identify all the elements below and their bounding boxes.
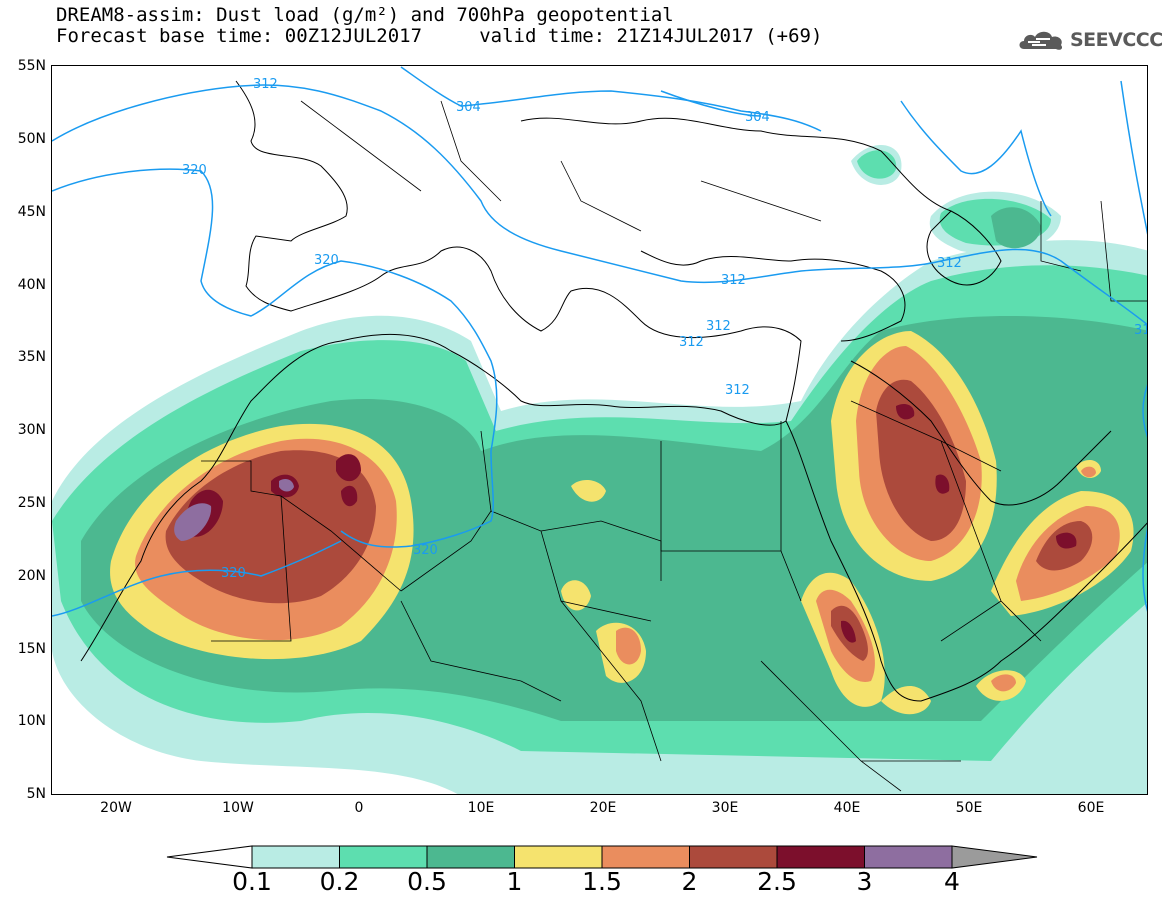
map-subtitle: Forecast base time: 00Z12JUL2017 valid t… (56, 25, 823, 47)
map-canvas: 312 304 304 320 320 320 320 312 312 312 … (52, 66, 1148, 794)
contour-label: 312 (253, 77, 278, 92)
colorbar-label-0.1: 0.1 (232, 867, 272, 896)
seevccc-logo: SEEVCCC (1016, 26, 1163, 54)
lon-label-50e: 50E (955, 800, 983, 816)
lat-label-55n: 55N (17, 58, 46, 74)
lat-label-15n: 15N (17, 641, 46, 657)
lat-label-20n: 20N (17, 568, 46, 584)
contour-label: 304 (745, 110, 770, 125)
colorbar-label-1: 1 (506, 867, 523, 896)
colorbar-swatch (689, 845, 778, 869)
dust-band-3 (174, 479, 294, 541)
lon-label-10w: 10W (222, 800, 254, 816)
contour-label: 304 (456, 100, 481, 115)
lat-label-50n: 50N (17, 131, 46, 147)
lon-label-0: 0 (354, 800, 364, 816)
contour-labels: 312 304 304 320 320 320 320 312 312 312 … (182, 77, 1148, 581)
colorbar-label-2.5: 2.5 (757, 867, 797, 896)
contour-label: 312 (679, 335, 704, 350)
contour-label: 312 (937, 256, 962, 271)
lat-label-30n: 30N (17, 422, 46, 438)
contour-label: 312 (706, 319, 731, 334)
lon-label-40e: 40E (833, 800, 861, 816)
colorbar-label-3: 3 (856, 867, 873, 896)
colorbar-label-1.5: 1.5 (582, 867, 622, 896)
colorbar-swatches (166, 845, 1038, 869)
contour-label: 312 (725, 383, 750, 398)
geopotential-contours (52, 66, 1147, 617)
colorbar-label-2: 2 (681, 867, 698, 896)
lon-label-30e: 30E (711, 800, 739, 816)
colorbar-arrow-low (166, 845, 253, 869)
colorbar-swatch (339, 845, 428, 869)
lat-label-5n: 5N (26, 786, 46, 802)
map-title: DREAM8-assim: Dust load (g/m²) and 700hP… (56, 4, 674, 26)
lon-label-10e: 10E (467, 800, 495, 816)
contour-label: 320 (413, 543, 438, 558)
contour-label: 31 (1134, 323, 1148, 338)
colorbar-swatch (776, 845, 865, 869)
colorbar-swatch (514, 845, 603, 869)
lon-label-20e: 20E (589, 800, 617, 816)
contour-label: 312 (721, 273, 746, 288)
colorbar-arrow-high (951, 845, 1038, 869)
colorbar-label-4: 4 (944, 867, 960, 896)
dust-load-map: 312 304 304 320 320 320 320 312 312 312 … (51, 65, 1148, 795)
contour-label: 320 (182, 163, 207, 178)
colorbar-label-0.2: 0.2 (319, 867, 360, 896)
colorbar (166, 845, 1038, 869)
colorbar-swatch (251, 845, 340, 869)
coastlines (80, 80, 1147, 702)
colorbar-label-0.5: 0.5 (407, 867, 447, 896)
lon-label-60e: 60E (1077, 800, 1105, 816)
lat-label-35n: 35N (17, 349, 46, 365)
colorbar-swatch (426, 845, 515, 869)
logo-text: SEEVCCC (1070, 29, 1163, 51)
lat-label-40n: 40N (17, 277, 46, 293)
country-borders (201, 100, 1147, 792)
dust-band-2 (165, 379, 1093, 661)
colorbar-swatch (864, 845, 953, 869)
colorbar-swatch (601, 845, 690, 869)
lat-label-25n: 25N (17, 495, 46, 511)
cloud-icon (1019, 31, 1063, 50)
contour-label: 320 (221, 566, 246, 581)
lat-label-45n: 45N (17, 204, 46, 220)
lat-label-10n: 10N (17, 713, 46, 729)
lon-label-20w: 20W (100, 800, 132, 816)
contour-label: 320 (314, 253, 339, 268)
